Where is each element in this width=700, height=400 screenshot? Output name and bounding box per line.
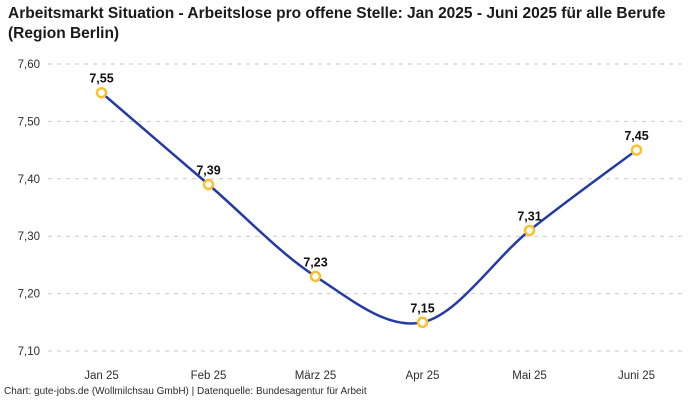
data-point-marker[interactable] xyxy=(309,270,322,283)
data-point-label: 7,23 xyxy=(303,255,327,269)
y-axis-tick-label: 7,40 xyxy=(18,174,40,186)
y-axis-tick-label: 7,20 xyxy=(18,289,40,301)
data-point-label: 7,31 xyxy=(517,209,541,223)
x-axis-tick-label: Juni 25 xyxy=(618,370,655,382)
data-point-marker[interactable] xyxy=(523,224,536,237)
data-point-marker[interactable] xyxy=(416,316,429,329)
x-axis-tick-label: März 25 xyxy=(295,370,337,382)
data-point-marker[interactable] xyxy=(630,144,643,156)
data-point-label: 7,39 xyxy=(196,164,220,178)
x-axis-tick-label: Feb 25 xyxy=(191,370,227,382)
data-point-label: 7,15 xyxy=(410,301,434,315)
data-point-label: 7,55 xyxy=(89,72,113,86)
x-axis-tick-label: Jan 25 xyxy=(84,370,119,382)
x-axis-tick-label: Mai 25 xyxy=(512,370,547,382)
series-line xyxy=(100,91,638,325)
data-point-marker[interactable] xyxy=(95,86,108,99)
chart-title: Arbeitsmarkt Situation - Arbeitslose pro… xyxy=(8,5,666,43)
data-point-marker[interactable] xyxy=(202,178,215,191)
data-point-label: 7,45 xyxy=(624,129,648,143)
y-axis-tick-label: 7,30 xyxy=(18,231,40,243)
x-axis-tick-label: Apr 25 xyxy=(406,370,440,382)
chart-footer-attribution: Chart: gute-jobs.de (Wollmilchsau GmbH) … xyxy=(4,386,367,397)
y-axis-tick-label: 7,60 xyxy=(18,59,40,71)
y-axis-tick-label: 7,10 xyxy=(18,346,40,358)
y-axis-tick-label: 7,50 xyxy=(18,116,40,128)
